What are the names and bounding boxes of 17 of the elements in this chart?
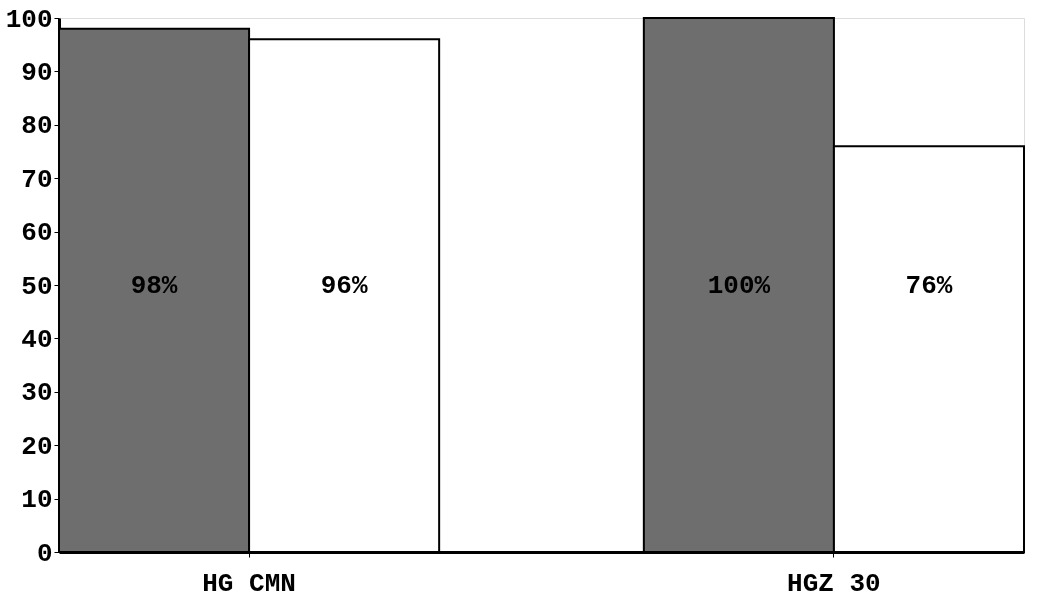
data-label: 98% (130, 271, 178, 301)
y-tick-label: 10 (21, 485, 53, 516)
y-tick-label: 70 (21, 164, 53, 195)
y-tick-label: 50 (21, 271, 53, 302)
y-tick-label: 60 (21, 218, 53, 249)
y-tick-label: 80 (21, 111, 53, 142)
data-label: 96% (320, 271, 368, 301)
data-label: 100% (707, 271, 771, 301)
x-tick-label: HG CMN (202, 568, 296, 599)
y-tick-label: 0 (36, 538, 53, 569)
y-tick-label: 30 (21, 378, 53, 409)
y-tick-label: 20 (21, 431, 53, 462)
y-tick-label: 100 (5, 4, 53, 35)
data-label: 76% (905, 271, 953, 301)
y-tick-label: 40 (21, 324, 53, 355)
x-tick-label: HGZ 30 (787, 568, 881, 599)
y-tick-label: 90 (21, 57, 53, 88)
